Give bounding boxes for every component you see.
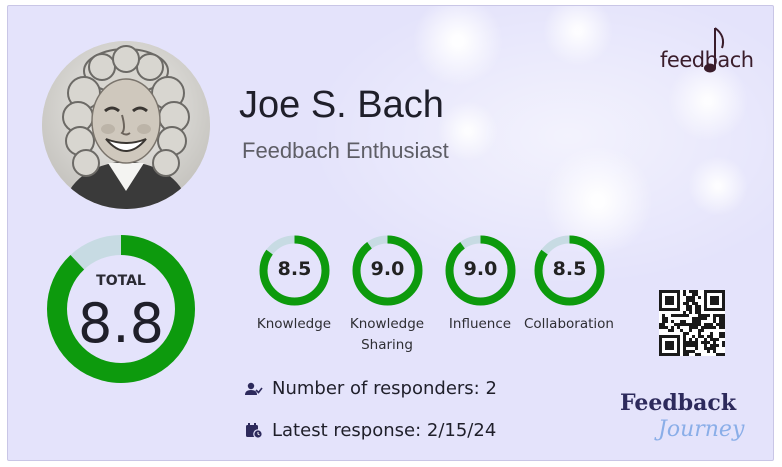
latest-response-row: Latest response: 2/15/24 xyxy=(245,420,496,441)
metric-ring-progress xyxy=(445,235,516,306)
metric-ring xyxy=(445,235,516,306)
calendar-clock-icon xyxy=(246,422,263,439)
metric-ring-progress xyxy=(534,235,605,306)
metric-value: 8.5 xyxy=(277,258,312,280)
feedback-journey-logo: Feedback Journey xyxy=(620,390,770,450)
responders-text: Number of responders: 2 xyxy=(272,378,497,399)
metric-ring-progress xyxy=(259,235,330,306)
metric-ring-progress xyxy=(352,235,423,306)
metric-ring xyxy=(352,235,423,306)
metric-value: 9.0 xyxy=(463,258,498,280)
profile-name: Joe S. Bach xyxy=(239,84,444,126)
feedbach-logo: feedbach xyxy=(660,24,760,84)
total-ring-progress xyxy=(47,235,195,383)
metric-label: Knowledge Sharing xyxy=(349,316,425,353)
journey-logo-line2: Journey xyxy=(658,417,745,442)
metric-value: 8.5 xyxy=(552,258,587,280)
logo-text: feedbach xyxy=(660,48,754,72)
total-value: 8.8 xyxy=(78,292,164,355)
metric-value: 9.0 xyxy=(370,258,405,280)
metric-label: Knowledge xyxy=(256,316,332,332)
qr-code-icon[interactable] xyxy=(659,290,725,356)
metric-ring xyxy=(534,235,605,306)
profile-title: Feedbach Enthusiast xyxy=(242,138,449,163)
avatar xyxy=(42,41,210,209)
metric-label: Influence xyxy=(448,316,512,332)
metric-ring xyxy=(259,235,330,306)
total-score-gauge: TOTAL 8.8 xyxy=(46,234,196,384)
latest-response-text: Latest response: 2/15/24 xyxy=(272,420,497,441)
metric-label: Collaboration xyxy=(524,316,614,332)
music-note-icon xyxy=(704,27,725,73)
journey-logo-line1: Feedback xyxy=(620,390,737,416)
profile-card: Joe S. Bach Feedbach Enthusiast feedbach… xyxy=(7,5,774,461)
total-label: TOTAL xyxy=(96,273,146,289)
user-check-icon xyxy=(245,382,263,395)
responders-row: Number of responders: 2 xyxy=(245,378,497,399)
